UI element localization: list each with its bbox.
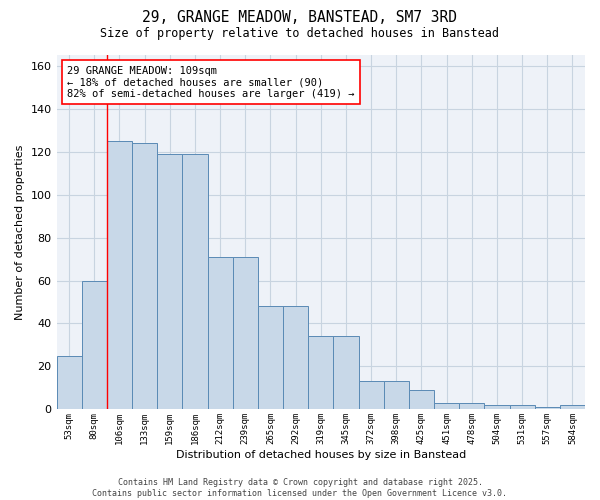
Bar — [459, 403, 484, 409]
Bar — [409, 390, 434, 409]
Bar — [258, 306, 283, 410]
Bar — [107, 141, 132, 409]
Bar — [233, 257, 258, 410]
Bar — [157, 154, 182, 409]
Bar — [434, 403, 459, 409]
Bar — [56, 356, 82, 410]
Bar — [334, 336, 359, 409]
Bar — [359, 382, 383, 409]
Bar — [383, 382, 409, 409]
X-axis label: Distribution of detached houses by size in Banstead: Distribution of detached houses by size … — [176, 450, 466, 460]
Text: 29 GRANGE MEADOW: 109sqm
← 18% of detached houses are smaller (90)
82% of semi-d: 29 GRANGE MEADOW: 109sqm ← 18% of detach… — [67, 66, 355, 99]
Bar — [535, 408, 560, 410]
Bar — [132, 143, 157, 409]
Bar — [182, 154, 208, 409]
Text: Size of property relative to detached houses in Banstead: Size of property relative to detached ho… — [101, 28, 499, 40]
Bar — [560, 405, 585, 409]
Bar — [484, 405, 509, 409]
Text: 29, GRANGE MEADOW, BANSTEAD, SM7 3RD: 29, GRANGE MEADOW, BANSTEAD, SM7 3RD — [143, 10, 458, 25]
Y-axis label: Number of detached properties: Number of detached properties — [15, 144, 25, 320]
Bar — [208, 257, 233, 410]
Bar — [283, 306, 308, 410]
Bar — [308, 336, 334, 409]
Bar — [82, 280, 107, 409]
Text: Contains HM Land Registry data © Crown copyright and database right 2025.
Contai: Contains HM Land Registry data © Crown c… — [92, 478, 508, 498]
Bar — [509, 405, 535, 409]
